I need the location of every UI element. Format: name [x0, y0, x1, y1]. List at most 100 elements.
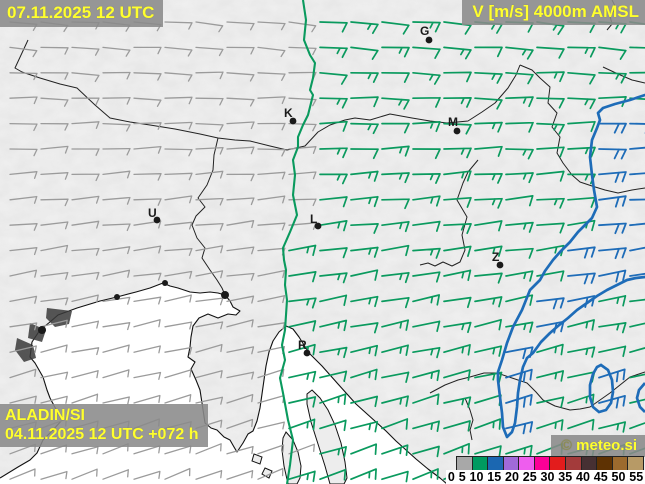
- city-label: U: [148, 206, 157, 220]
- wind-barb: [40, 172, 69, 180]
- wind-barb: [40, 371, 69, 380]
- wind-barb: [257, 122, 286, 131]
- wind-barb: [412, 121, 441, 133]
- wind-barb: [40, 72, 69, 80]
- wind-barb: [381, 470, 409, 483]
- valid-datetime: 04.11.2025 12 UTC +072 h: [5, 426, 199, 443]
- wind-barb: [40, 244, 69, 253]
- wind-barb: [474, 220, 503, 232]
- city-label: K: [284, 106, 293, 120]
- wind-barb: [226, 418, 254, 430]
- wind-barb: [288, 418, 316, 431]
- wind-barb: [319, 196, 348, 208]
- colorbar-label: 20: [505, 470, 519, 484]
- wind-barb: [598, 345, 627, 358]
- wind-barbs: [9, 21, 645, 483]
- wind-barb: [226, 21, 255, 31]
- city-dot: [314, 222, 322, 230]
- wind-barb: [319, 247, 348, 259]
- wind-barb: [71, 320, 100, 329]
- wind-barb: [9, 195, 38, 204]
- wind-barb: [381, 122, 410, 134]
- wind-barb: [40, 198, 69, 207]
- wind-barb: [381, 145, 410, 157]
- wind-barb: [474, 445, 502, 457]
- wind-barb: [629, 46, 645, 49]
- wind-barb: [381, 71, 410, 83]
- wind-barb: [71, 220, 100, 229]
- field-title-text: V [m/s] 4000m AMSL: [472, 2, 639, 21]
- wind-barb: [629, 272, 645, 277]
- wind-barb: [381, 21, 410, 35]
- copyright-label: © meteo.si: [550, 435, 645, 457]
- model-info-label: ALADIN/SI 04.11.2025 12 UTC +072 h: [0, 404, 209, 447]
- wind-barb: [350, 170, 379, 182]
- run-datetime-text: 07.11.2025 12 UTC: [7, 3, 155, 22]
- colorbar-label: 25: [522, 470, 537, 484]
- city-label: R: [298, 338, 307, 352]
- wind-barb: [195, 97, 224, 106]
- wind-barb: [102, 122, 131, 132]
- wind-barb: [443, 170, 472, 182]
- wind-barb: [629, 422, 645, 430]
- wind-barb: [505, 96, 534, 108]
- wind-barb: [257, 171, 286, 180]
- wind-barb: [133, 198, 162, 206]
- colorbar-label: 55: [629, 470, 644, 484]
- wind-barb: [350, 122, 379, 135]
- wind-barb: [195, 71, 224, 80]
- wind-barb: [629, 347, 645, 354]
- wind-barb: [71, 195, 100, 204]
- wind-barb: [9, 148, 38, 157]
- wind-barb: [536, 297, 565, 310]
- wind-barb: [443, 71, 472, 83]
- run-datetime-label: 07.11.2025 12 UTC: [0, 0, 164, 27]
- wind-barb: [195, 245, 224, 254]
- lagoon-area: [28, 323, 46, 342]
- wind-barb: [629, 198, 645, 201]
- wind-barb: [164, 294, 192, 303]
- wind-barb: [350, 71, 379, 83]
- wind-barb: [598, 222, 627, 235]
- wind-barb: [102, 147, 131, 156]
- wind-barb: [350, 96, 379, 108]
- wind-barb: [226, 220, 255, 229]
- wind-barb: [257, 444, 285, 455]
- wind-barb: [164, 172, 193, 181]
- wind-barb: [443, 122, 472, 135]
- wind-barb: [443, 321, 472, 334]
- wind-barb: [164, 321, 193, 330]
- colorbar-label: 0: [447, 470, 455, 484]
- isotach-10-edge-arc: [635, 382, 645, 413]
- wind-barb: [9, 72, 38, 81]
- wind-barb: [257, 96, 286, 105]
- wind-barb: [536, 396, 565, 408]
- wind-barb: [40, 145, 69, 154]
- colorbar-label: 40: [576, 470, 590, 484]
- colorbar-swatch: [488, 457, 504, 470]
- wind-barb: [71, 294, 99, 303]
- wind-barb: [350, 420, 379, 433]
- wind-barb: [350, 395, 379, 408]
- wind-barb: [257, 222, 286, 231]
- coast-city-dot: [38, 326, 46, 334]
- wind-barb: [288, 370, 317, 383]
- wind-barb: [412, 445, 440, 458]
- wind-barb: [598, 171, 627, 183]
- wind-barb: [598, 269, 627, 283]
- wind-barb: [164, 467, 191, 480]
- wind-barb: [195, 197, 224, 206]
- model-name: ALADIN/SI: [5, 407, 85, 424]
- wind-barb: [71, 173, 100, 182]
- wind-barb: [9, 368, 37, 379]
- wind-barb: [629, 246, 645, 252]
- wind-barb: [9, 46, 38, 58]
- colorbar-label: 15: [487, 470, 502, 484]
- wind-barb: [319, 97, 348, 109]
- wind-barb: [350, 148, 379, 160]
- wind-barb: [257, 21, 286, 31]
- wind-barb: [505, 172, 534, 184]
- lagoon-area: [15, 338, 36, 362]
